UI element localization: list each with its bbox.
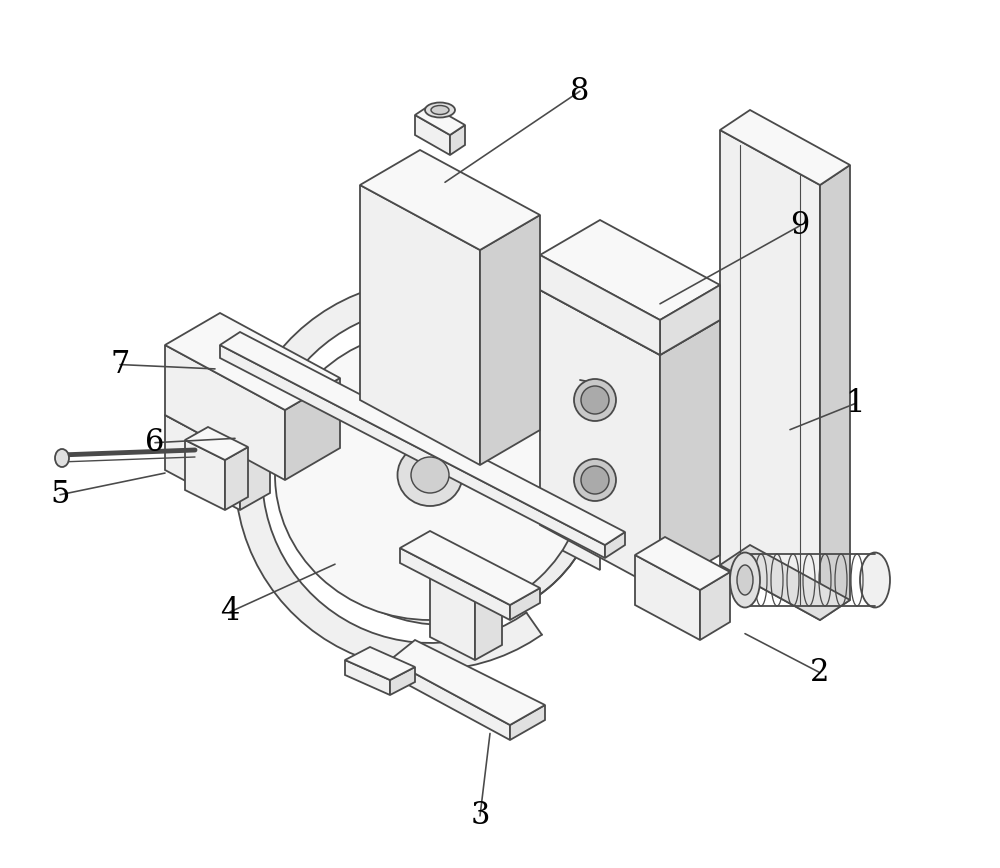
Text: 4: 4 — [220, 596, 240, 628]
Ellipse shape — [574, 459, 616, 501]
Polygon shape — [660, 285, 720, 355]
Polygon shape — [635, 555, 700, 640]
Polygon shape — [285, 378, 340, 480]
Polygon shape — [540, 220, 720, 320]
Ellipse shape — [737, 565, 753, 595]
Text: 8: 8 — [570, 76, 590, 107]
Polygon shape — [345, 660, 390, 695]
Polygon shape — [700, 572, 730, 640]
Polygon shape — [400, 531, 540, 605]
Text: 5: 5 — [50, 479, 70, 510]
Ellipse shape — [574, 379, 616, 421]
Ellipse shape — [431, 106, 449, 115]
Polygon shape — [225, 447, 248, 510]
Text: 7: 7 — [110, 349, 130, 380]
Ellipse shape — [860, 553, 890, 608]
Ellipse shape — [581, 466, 609, 494]
Polygon shape — [510, 588, 540, 620]
Polygon shape — [360, 185, 480, 465]
Ellipse shape — [275, 330, 585, 620]
Polygon shape — [720, 130, 820, 620]
Polygon shape — [390, 667, 415, 695]
Polygon shape — [220, 332, 625, 545]
Text: 6: 6 — [145, 427, 165, 458]
Polygon shape — [540, 290, 660, 590]
Polygon shape — [165, 345, 285, 480]
Polygon shape — [215, 340, 240, 370]
Text: 3: 3 — [470, 800, 490, 832]
Polygon shape — [660, 320, 720, 590]
Polygon shape — [360, 150, 540, 250]
Polygon shape — [240, 438, 270, 510]
Polygon shape — [820, 165, 850, 620]
Polygon shape — [345, 647, 415, 680]
Polygon shape — [235, 280, 542, 670]
Ellipse shape — [581, 386, 609, 414]
Text: 1: 1 — [845, 388, 865, 419]
Text: 2: 2 — [810, 657, 830, 688]
Polygon shape — [220, 345, 605, 558]
Polygon shape — [540, 255, 720, 355]
Ellipse shape — [425, 102, 455, 117]
Text: 9: 9 — [790, 210, 810, 241]
Polygon shape — [400, 548, 510, 620]
Polygon shape — [450, 125, 465, 155]
Polygon shape — [480, 215, 540, 465]
Ellipse shape — [290, 335, 600, 625]
Polygon shape — [415, 105, 465, 135]
Polygon shape — [720, 545, 850, 620]
Polygon shape — [215, 355, 600, 570]
Polygon shape — [510, 705, 545, 740]
Polygon shape — [185, 440, 225, 510]
Polygon shape — [165, 415, 240, 510]
Ellipse shape — [411, 457, 449, 493]
Polygon shape — [390, 640, 545, 725]
Polygon shape — [540, 255, 660, 355]
Polygon shape — [430, 550, 502, 588]
Polygon shape — [635, 537, 730, 590]
Polygon shape — [185, 427, 248, 460]
Polygon shape — [430, 565, 475, 660]
Polygon shape — [390, 660, 510, 740]
Ellipse shape — [398, 444, 462, 506]
Polygon shape — [165, 398, 270, 455]
Polygon shape — [475, 573, 502, 660]
Ellipse shape — [55, 449, 69, 467]
Polygon shape — [720, 110, 850, 185]
Ellipse shape — [730, 553, 760, 608]
Polygon shape — [415, 115, 450, 155]
Polygon shape — [165, 313, 340, 410]
Polygon shape — [605, 532, 625, 558]
